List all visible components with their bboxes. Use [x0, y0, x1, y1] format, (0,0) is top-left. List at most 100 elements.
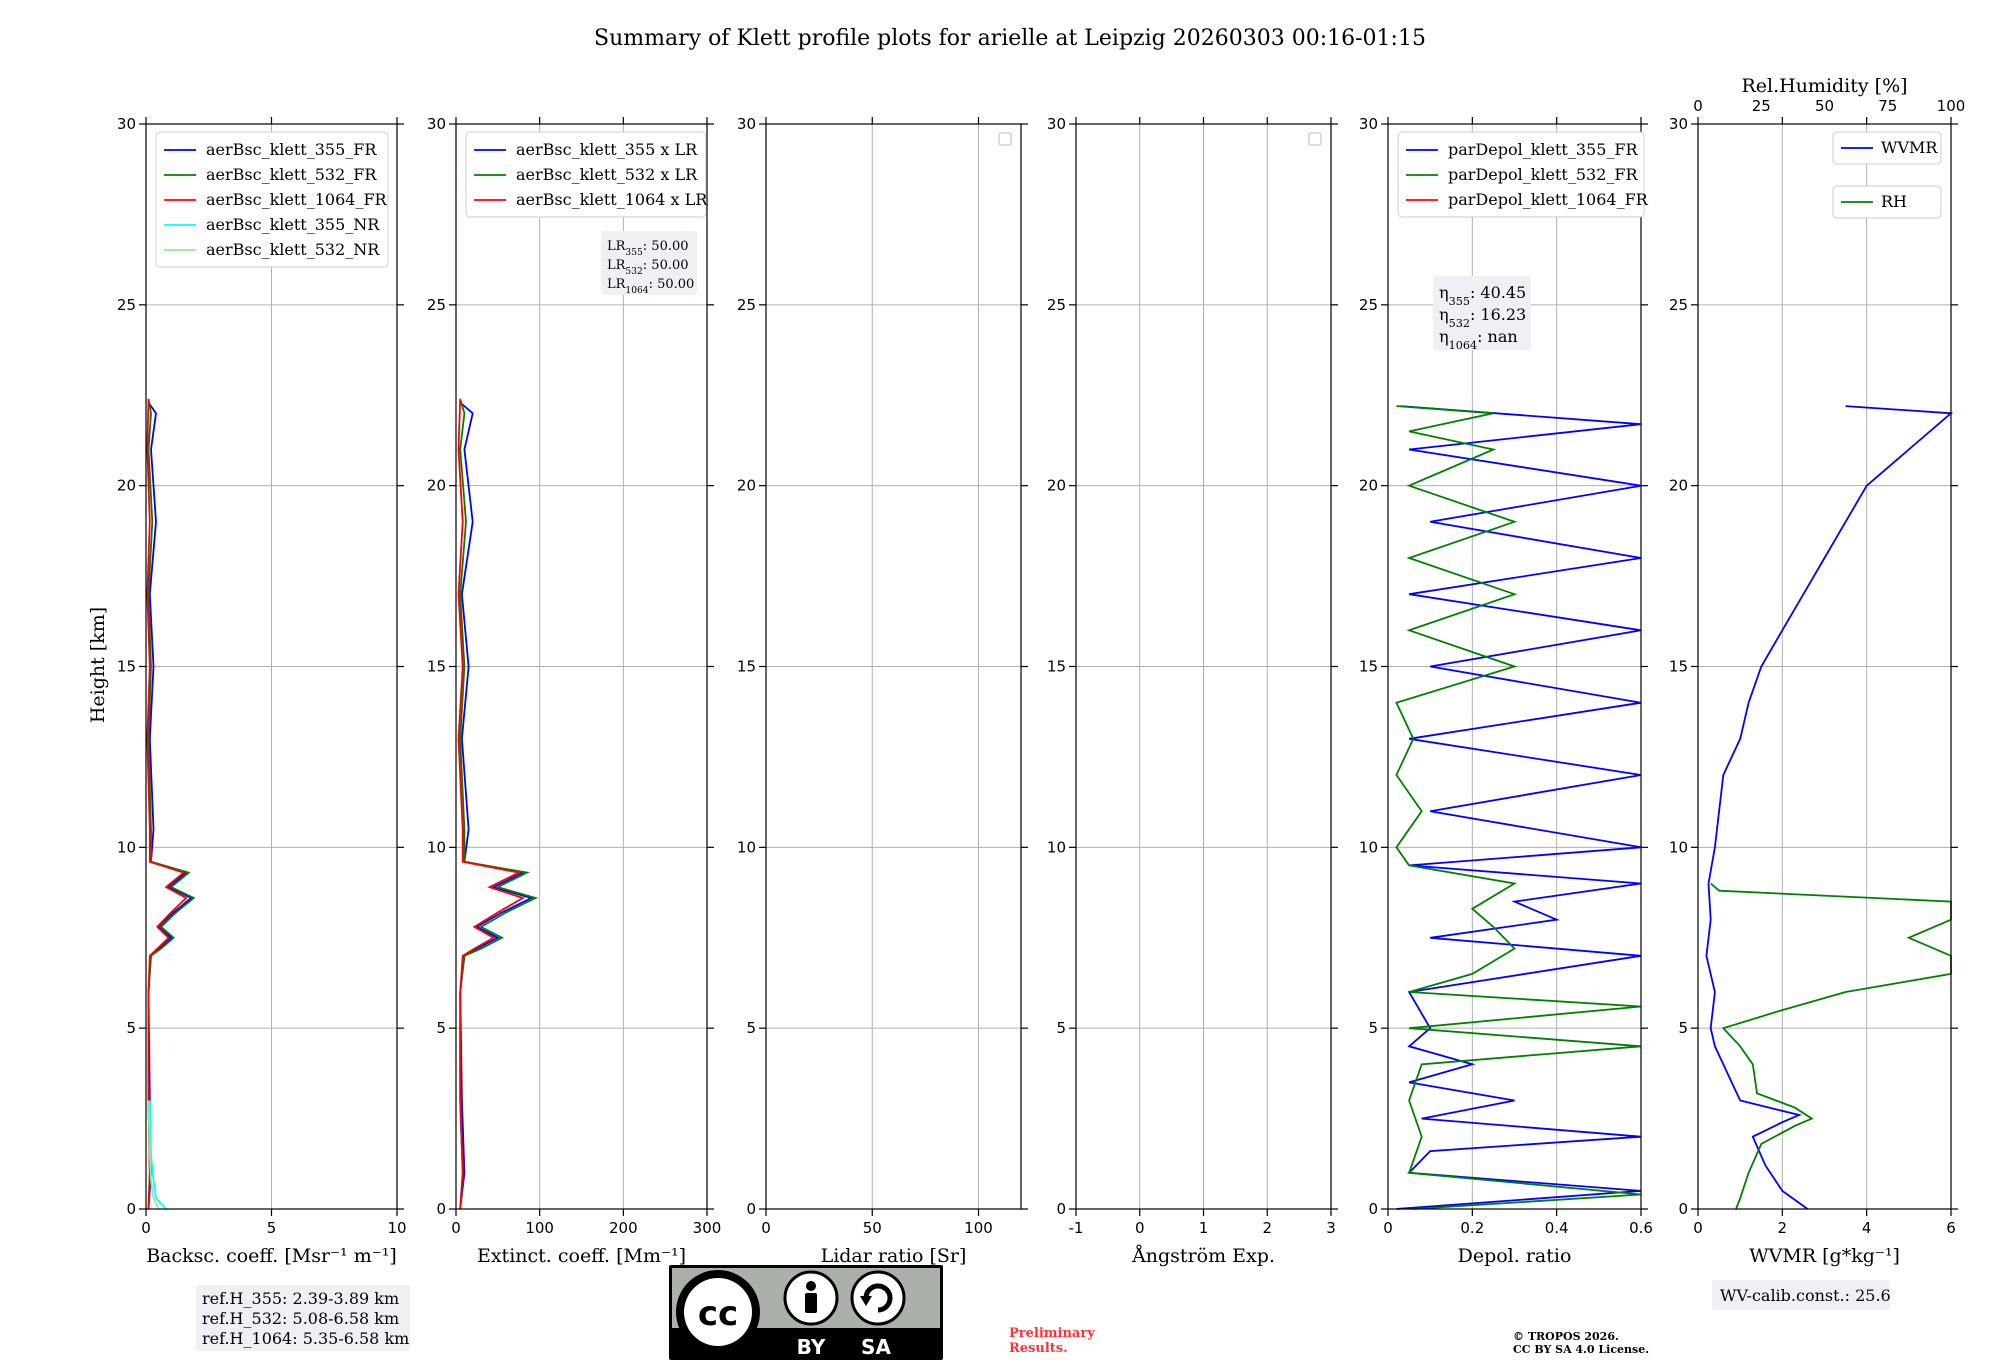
x-tick-label: -1 — [1069, 1219, 1084, 1237]
preliminary-text-2: Results. — [1009, 1341, 1068, 1356]
x-tick-label: 0 — [761, 1219, 771, 1237]
info-text: WV-calib.const.: 25.6 — [1720, 1286, 1891, 1305]
x2-tick-label: 0 — [1693, 97, 1703, 115]
y-tick-label: 30 — [1047, 115, 1066, 133]
x2-tick-label: 100 — [1937, 97, 1966, 115]
legend-label: parDepol_klett_1064_FR — [1448, 190, 1649, 209]
x-axis-label: Depol. ratio — [1458, 1245, 1572, 1267]
y-tick-label: 20 — [117, 477, 136, 495]
x-axis-label: Backsc. coeff. [Msr⁻¹ m⁻¹] — [146, 1245, 397, 1267]
x-axis-label: Lidar ratio [Sr] — [821, 1245, 967, 1267]
x-tick-label: 300 — [693, 1219, 722, 1237]
y-tick-label: 15 — [1047, 658, 1066, 676]
x-tick-label: 1 — [1199, 1219, 1209, 1237]
series-line-parDepol_klett_532_FR — [1396, 406, 1641, 1209]
empty-legend-box — [999, 133, 1011, 145]
cc-logo-text: cc — [698, 1294, 738, 1334]
y-tick-label: 0 — [746, 1200, 756, 1218]
y-tick-label: 20 — [1669, 477, 1688, 495]
y-tick-label: 5 — [1056, 1019, 1066, 1037]
y-tick-label: 0 — [126, 1200, 136, 1218]
cc-license-badge[interactable]: cc BY SA — [669, 1265, 943, 1360]
series-line-aerBsc_klett_355_FR — [149, 403, 192, 1210]
y-tick-label: 5 — [746, 1019, 756, 1037]
legend-label: WVMR — [1881, 138, 1938, 157]
panel-bsc: 0510152025300 5 10Backsc. coeff. [Msr⁻¹ m⁻… — [117, 115, 410, 1351]
y-tick-label: 0 — [436, 1200, 446, 1218]
x2-tick-label: 25 — [1752, 97, 1771, 115]
legend-label: aerBsc_klett_1064 x LR — [516, 190, 708, 209]
legend-label: aerBsc_klett_355_NR — [206, 215, 380, 234]
y-tick-label: 15 — [1359, 658, 1378, 676]
legend-label: aerBsc_klett_355 x LR — [516, 140, 698, 159]
x-tick-label: 100 — [525, 1219, 554, 1237]
x-tick-label: 50 — [863, 1219, 882, 1237]
cc-by-label: BY — [797, 1335, 826, 1359]
x-tick-label: 0 — [1383, 1219, 1393, 1237]
y-tick-label: 25 — [1359, 296, 1378, 314]
x-tick-label: 0 — [1693, 1219, 1703, 1237]
x-tick-label: 0 — [451, 1219, 461, 1237]
x-tick-label: 0.6 — [1629, 1219, 1653, 1237]
x-axis-label: Extinct. coeff. [Mm⁻¹] — [477, 1245, 686, 1267]
legend-label: parDepol_klett_355_FR — [1448, 140, 1639, 159]
x-tick-label: 10 — [387, 1219, 406, 1237]
legend-label: aerBsc_klett_532 x LR — [516, 165, 698, 184]
x-tick-label: 0 — [1135, 1219, 1145, 1237]
series-line-aerBsc_klett_1064 x LR — [459, 399, 523, 1209]
series-line-RH — [1711, 884, 1951, 1210]
panel-depol: 0 5 10 15 20 25 30 0 0.2 0.4 0.6 Depol. ratio parDep… — [1359, 115, 1653, 1267]
panel-lr: 0 5 10 15 20 25 30 0 50 100 Lidar ratio [Sr] — [737, 115, 1028, 1267]
panel-wv: 0 5 10 15 20 25 30 0 2 4 6 WVMR [g*kg⁻¹] 0 25 50 75 100 R… — [1669, 75, 1965, 1310]
cc-sa-label: SA — [861, 1335, 891, 1359]
legend-label: aerBsc_klett_532_NR — [206, 240, 380, 259]
y-tick-label: 15 — [117, 658, 136, 676]
y-tick-label: 10 — [737, 838, 756, 856]
info-text: ref.H_532: 5.08-6.58 km — [202, 1309, 399, 1328]
legend-label: aerBsc_klett_532_FR — [206, 165, 377, 184]
series-line-aerBsc_klett_355 x LR — [460, 403, 531, 1210]
y-tick-label: 10 — [427, 838, 446, 856]
y-tick-label: 25 — [117, 296, 136, 314]
y-tick-label: 25 — [1047, 296, 1066, 314]
legend-label: aerBsc_klett_1064_FR — [206, 190, 388, 209]
y-tick-label: 10 — [1669, 838, 1688, 856]
y-tick-label: 30 — [737, 115, 756, 133]
y-tick-label: 15 — [737, 658, 756, 676]
y-tick-label: 10 — [1359, 838, 1378, 856]
x-axis-label: WVMR [g*kg⁻¹] — [1749, 1245, 1900, 1267]
info-text: ref.H_1064: 5.35-6.58 km — [202, 1329, 409, 1348]
x-tick-label: 5 — [267, 1219, 277, 1237]
x-tick-label: 2 — [1262, 1219, 1272, 1237]
y-tick-label: 25 — [1669, 296, 1688, 314]
legend-label: RH — [1881, 192, 1907, 211]
legend-label: aerBsc_klett_355_FR — [206, 140, 377, 159]
y-tick-label: 30 — [427, 115, 446, 133]
copyright-text-2: CC BY SA 4.0 License. — [1513, 1343, 1649, 1356]
legend-label: parDepol_klett_532_FR — [1448, 165, 1639, 184]
x-tick-label: 0 — [141, 1219, 151, 1237]
empty-legend-box — [1309, 133, 1321, 145]
x-tick-label: 100 — [964, 1219, 993, 1237]
y-tick-label: 25 — [737, 296, 756, 314]
y-tick-label: 25 — [427, 296, 446, 314]
y-tick-label: 5 — [1368, 1019, 1378, 1037]
x2-axis-label: Rel.Humidity [%] — [1741, 75, 1907, 97]
preliminary-text-1: Preliminary — [1009, 1326, 1095, 1341]
series-line-WVMR — [1706, 406, 1951, 1209]
info-text: ref.H_355: 2.39-3.89 km — [202, 1289, 399, 1308]
y-tick-label: 0 — [1678, 1200, 1688, 1218]
y-tick-label: 15 — [1669, 658, 1688, 676]
y-tick-label: 5 — [126, 1019, 136, 1037]
y-tick-label: 30 — [117, 115, 136, 133]
copyright-text-1: © TROPOS 2026. — [1513, 1330, 1619, 1343]
y-tick-label: 20 — [737, 477, 756, 495]
x-tick-label: 200 — [609, 1219, 638, 1237]
plot-panels: 0510152025300 5 10Backsc. coeff. [Msr⁻¹ m⁻… — [117, 75, 1965, 1351]
x-tick-label: 0.2 — [1460, 1219, 1484, 1237]
y-tick-label: 10 — [1047, 838, 1066, 856]
y-tick-label: 0 — [1056, 1200, 1066, 1218]
x-axis-label: Ångström Exp. — [1131, 1245, 1275, 1267]
